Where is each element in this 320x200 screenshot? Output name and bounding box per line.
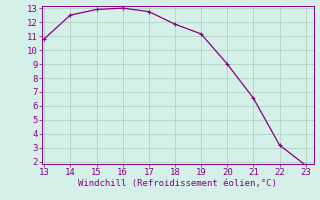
X-axis label: Windchill (Refroidissement éolien,°C): Windchill (Refroidissement éolien,°C) — [78, 179, 277, 188]
